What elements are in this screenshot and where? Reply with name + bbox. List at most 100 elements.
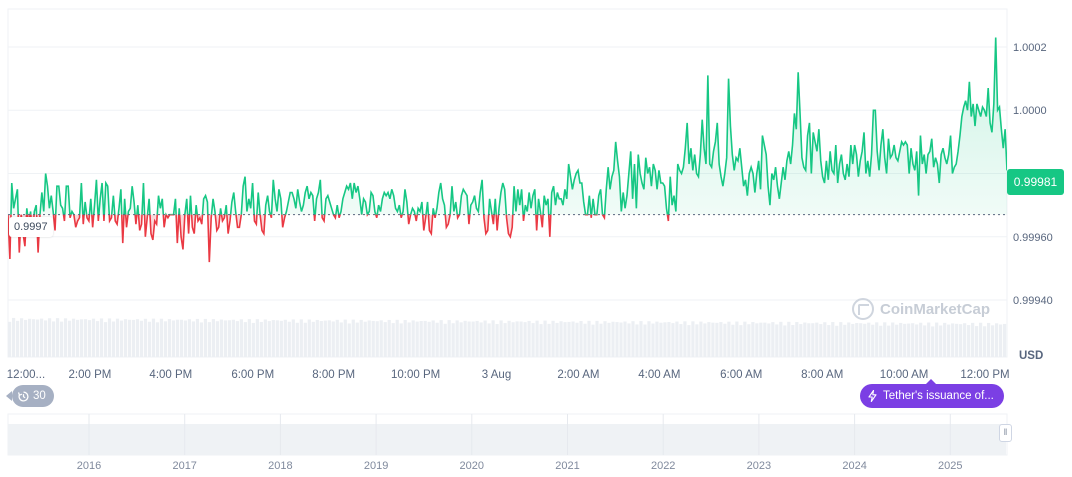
volume-bar <box>787 321 791 357</box>
volume-bar <box>907 323 911 357</box>
volume-bar <box>735 321 739 357</box>
volume-bar <box>23 319 28 357</box>
volume-bar <box>519 321 523 357</box>
volume-bar <box>583 323 587 357</box>
volume-bar <box>43 320 48 357</box>
volume-bar <box>315 319 319 357</box>
volume-bar <box>615 322 619 357</box>
volume-bar <box>883 322 887 357</box>
volume-bar <box>19 318 24 357</box>
history-badge[interactable]: 30 <box>6 385 54 407</box>
volume-bar <box>623 321 627 357</box>
volume-bar <box>403 319 407 357</box>
volume-bar <box>551 320 555 357</box>
volume-bar <box>151 318 156 357</box>
volume-bar <box>671 323 675 357</box>
volume-bar <box>119 320 124 357</box>
navigator-year-label: 2016 <box>77 460 101 472</box>
volume-bar <box>779 321 783 357</box>
volume-bar <box>619 322 623 357</box>
event-badge[interactable]: Tether's issuance of... <box>860 379 1004 408</box>
volume-bar <box>543 320 547 357</box>
volume-bar <box>259 321 263 357</box>
volume-bar <box>931 326 935 357</box>
volume-bar <box>503 323 507 357</box>
volume-bar <box>395 319 399 357</box>
x-tick-label: 3 Aug <box>482 369 511 381</box>
volume-bar <box>363 321 367 357</box>
volume-bar <box>107 318 112 357</box>
navigator-year-label: 2024 <box>842 460 866 472</box>
volume-bar <box>811 323 815 357</box>
navigator-year-label: 2020 <box>460 460 484 472</box>
volume-bar <box>215 321 219 357</box>
volume-bar <box>911 323 915 357</box>
volume-bar <box>875 322 879 357</box>
volume-bar <box>31 319 36 357</box>
volume-bar <box>495 324 499 357</box>
volume-bar <box>891 322 895 357</box>
volume-bar <box>843 324 847 357</box>
volume-bar <box>339 322 343 357</box>
volume-bar <box>199 322 204 357</box>
volume-bar <box>435 322 439 357</box>
watermark: CoinMarketCap <box>852 298 990 320</box>
navigator-year-label: 2021 <box>555 460 579 472</box>
navigator-year-label: 2019 <box>364 460 388 472</box>
volume-bar <box>331 321 335 357</box>
volume-bar <box>679 324 683 357</box>
volume-bar <box>819 324 823 357</box>
volume-bar <box>39 318 44 357</box>
volume-bar <box>915 324 919 357</box>
volume-bar <box>647 321 651 357</box>
navigator-year-label: 2022 <box>651 460 675 472</box>
volume-bar <box>415 321 419 357</box>
volume-bar <box>127 319 132 357</box>
volume-bar <box>355 322 359 357</box>
volume-bar <box>95 321 100 357</box>
volume-bar <box>751 322 755 357</box>
volume-bar <box>839 322 843 357</box>
volume-bar <box>723 323 727 357</box>
volume-bar <box>863 323 867 357</box>
volume-bar <box>123 319 128 357</box>
volume-bar <box>999 324 1003 357</box>
volume-bar <box>547 323 551 357</box>
volume-bar <box>227 320 231 357</box>
volume-bar <box>607 322 611 357</box>
volume-bar <box>951 323 955 357</box>
volume-bar <box>807 323 811 357</box>
volume-bar <box>323 320 327 357</box>
volume-bar <box>419 320 423 357</box>
x-tick-label: 4:00 PM <box>149 369 192 381</box>
volume-bar <box>755 323 759 357</box>
volume-bar <box>963 323 967 357</box>
volume-bar <box>567 321 571 357</box>
navigator-handle[interactable]: ‖ <box>999 424 1012 442</box>
navigator-year-label: 2017 <box>172 460 196 472</box>
volume-bar <box>983 326 987 357</box>
x-tick-label: 10:00 AM <box>880 369 929 381</box>
volume-bar <box>711 322 715 357</box>
volume-bar <box>687 325 691 357</box>
volume-bar <box>391 323 395 357</box>
volume-bar <box>831 322 835 357</box>
volume-bar <box>431 320 435 357</box>
x-tick-label: 6:00 AM <box>720 369 762 381</box>
volume-bar <box>131 319 136 357</box>
volume-bar <box>511 322 515 357</box>
volume-bar <box>535 320 539 357</box>
volume-bar <box>275 320 279 357</box>
volume-bar <box>267 321 271 357</box>
volume-bar <box>135 319 140 357</box>
history-count: 30 <box>33 390 46 402</box>
volume-bar <box>847 322 851 357</box>
volume-bar <box>343 319 347 357</box>
volume-bar <box>307 319 311 357</box>
volume-bar <box>71 318 76 357</box>
volume-bar <box>715 322 719 357</box>
navigator-year-label: 2018 <box>268 460 292 472</box>
volume-bar <box>627 323 631 357</box>
volume-bar <box>375 321 379 357</box>
